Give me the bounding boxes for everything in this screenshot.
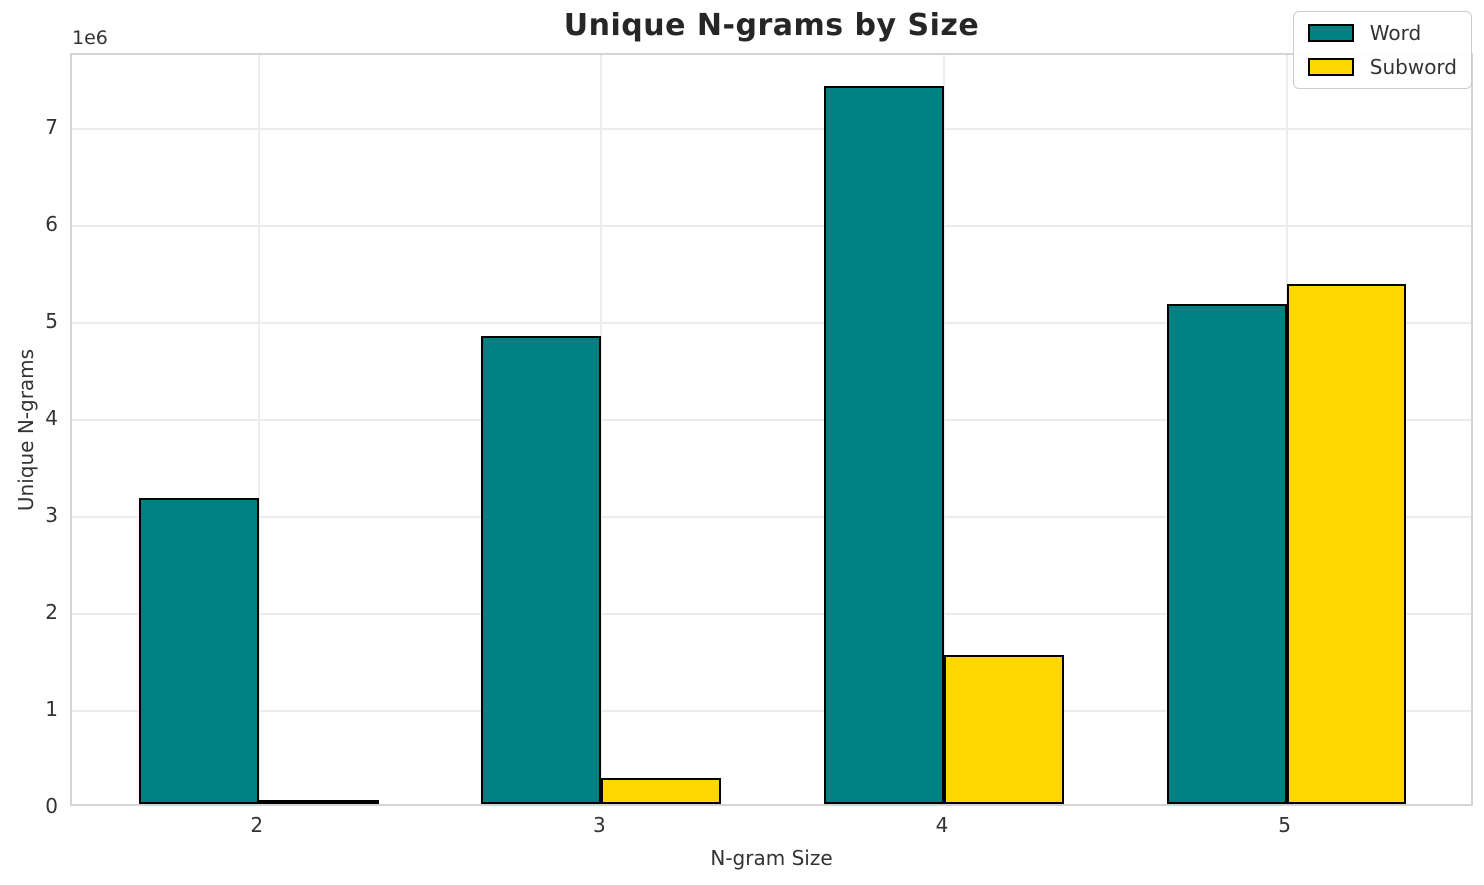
legend-swatch-subword xyxy=(1307,58,1354,76)
v-gridline xyxy=(600,55,603,804)
y-tick-label: 5 xyxy=(45,308,58,333)
h-gridline xyxy=(72,321,1471,324)
x-tick-label: 5 xyxy=(1278,813,1291,837)
legend-label-subword: Subword xyxy=(1369,55,1457,79)
y-tick-label: 7 xyxy=(45,114,58,139)
v-gridline xyxy=(257,55,260,804)
x-axis-label: N-gram Size xyxy=(710,846,833,870)
y-tick-label: 3 xyxy=(45,502,58,527)
bar-word-2 xyxy=(138,498,259,804)
y-axis-label: Unique N-grams xyxy=(14,348,38,512)
legend: Word Subword xyxy=(1292,11,1472,89)
bar-subword-3 xyxy=(601,777,722,804)
y-axis-offset-label: 1e6 xyxy=(72,27,108,49)
h-gridline xyxy=(72,515,1471,518)
y-tick-label: 2 xyxy=(45,599,58,624)
legend-row-word: Word xyxy=(1307,21,1457,45)
bar-subword-2 xyxy=(258,799,379,804)
bar-word-3 xyxy=(481,336,602,804)
chart-title: Unique N-grams by Size xyxy=(563,8,980,43)
x-tick-label: 2 xyxy=(250,813,264,837)
h-gridline xyxy=(72,224,1471,227)
legend-swatch-word xyxy=(1307,24,1354,42)
plot-area xyxy=(70,53,1473,806)
h-gridline xyxy=(72,709,1471,712)
x-tick-label: 4 xyxy=(935,813,949,837)
bar-subword-4 xyxy=(943,654,1064,804)
legend-row-subword: Subword xyxy=(1307,55,1457,79)
bar-word-5 xyxy=(1166,304,1287,804)
y-tick-label: 0 xyxy=(45,794,58,818)
bar-word-4 xyxy=(824,85,944,804)
x-tick-label: 3 xyxy=(592,813,606,837)
v-gridline xyxy=(942,55,945,804)
h-gridline xyxy=(72,418,1471,421)
y-tick-label: 1 xyxy=(45,696,58,721)
h-gridline xyxy=(72,612,1471,615)
y-tick-label: 4 xyxy=(45,405,58,430)
legend-label-word: Word xyxy=(1369,21,1422,45)
h-gridline xyxy=(72,127,1471,130)
y-tick-label: 6 xyxy=(45,211,58,236)
bar-subword-5 xyxy=(1286,283,1407,804)
